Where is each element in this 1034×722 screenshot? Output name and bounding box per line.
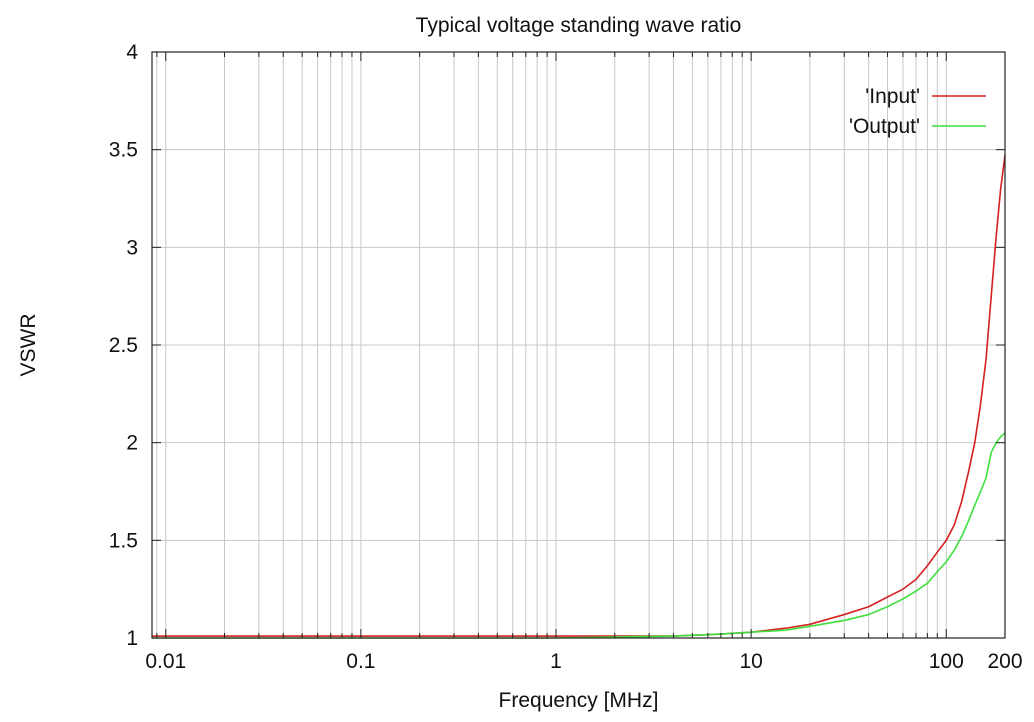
x-tick-label: 100 xyxy=(929,650,964,673)
y-tick-label: 3 xyxy=(126,236,138,259)
chart-title: Typical voltage standing wave ratio xyxy=(416,14,742,37)
legend-label-output: 'Output' xyxy=(849,115,920,138)
y-tick-label: 1 xyxy=(126,627,138,650)
series-line-output xyxy=(152,432,1006,639)
x-tick-label: 0.01 xyxy=(145,650,186,673)
tick-labels: 1 1.5 2 2.5 3 3.5 4 0.01 0.1 1 10 100 200 xyxy=(109,41,1023,673)
legend: 'Input' 'Output' xyxy=(849,85,986,138)
y-tick-label: 2 xyxy=(126,432,138,455)
x-axis-title: Frequency [MHz] xyxy=(499,689,659,712)
x-tick-label: 0.1 xyxy=(346,650,375,673)
y-tick-label: 3.5 xyxy=(109,139,138,162)
legend-label-input: 'Input' xyxy=(865,85,920,108)
x-tick-label: 1 xyxy=(550,650,562,673)
y-axis-title: VSWR xyxy=(17,314,40,377)
axis-ticks xyxy=(152,51,1006,639)
y-tick-label: 2.5 xyxy=(109,334,138,357)
x-tick-label: 10 xyxy=(739,650,762,673)
series-lines xyxy=(152,155,1006,639)
series-line-input xyxy=(152,155,1006,637)
y-tick-label: 4 xyxy=(126,41,138,64)
y-tick-label: 1.5 xyxy=(109,529,138,552)
grid xyxy=(152,51,1006,639)
x-tick-label: 200 xyxy=(987,650,1022,673)
